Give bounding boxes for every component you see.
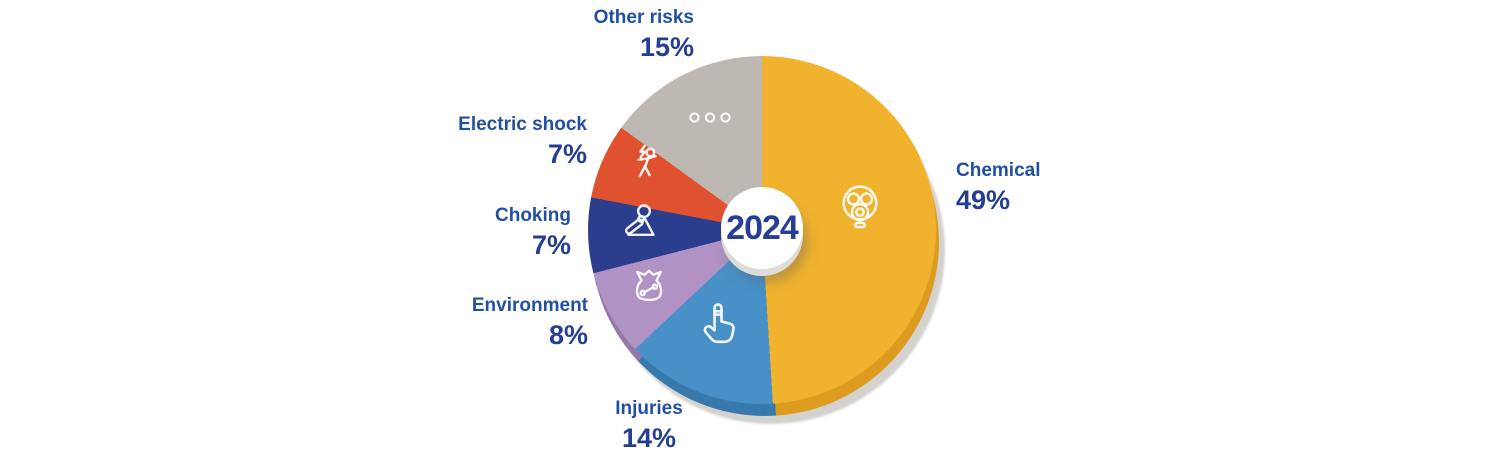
- plastic-bag-icon: [628, 266, 670, 308]
- center-year-text: 2024: [726, 208, 799, 247]
- center-year-badge: 2024: [721, 187, 803, 269]
- label-environment-pct: 8%: [548, 320, 588, 350]
- label-injuries-name: Injuries: [615, 398, 683, 419]
- gas-mask-icon: [838, 183, 882, 234]
- label-electric-shock-name: Electric shock: [458, 114, 587, 135]
- label-chemical-name: Chemical: [956, 160, 1041, 181]
- label-other-risks-name: Other risks: [593, 7, 694, 28]
- label-environment: Environment 8%: [472, 295, 588, 350]
- label-other-risks-pct: 15%: [639, 32, 694, 62]
- label-choking: Choking 7%: [495, 205, 571, 260]
- pie-chart: 2024: [588, 56, 945, 424]
- choking-person-icon: [620, 201, 660, 241]
- label-electric-shock: Electric shock 7%: [458, 114, 587, 169]
- label-choking-pct: 7%: [531, 230, 571, 260]
- label-chemical: Chemical 49%: [956, 160, 1040, 215]
- label-other-risks: Other risks 15%: [594, 7, 694, 62]
- label-injuries-pct: 14%: [621, 423, 677, 453]
- pointing-hand-icon: [695, 301, 741, 347]
- three-dots-icon: [688, 111, 732, 124]
- label-environment-name: Environment: [471, 295, 588, 316]
- electric-shock-icon: [626, 144, 666, 188]
- label-injuries: Injuries 14%: [549, 398, 749, 453]
- label-chemical-pct: 49%: [956, 185, 1011, 215]
- label-electric-shock-pct: 7%: [547, 139, 587, 169]
- label-choking-name: Choking: [495, 205, 571, 226]
